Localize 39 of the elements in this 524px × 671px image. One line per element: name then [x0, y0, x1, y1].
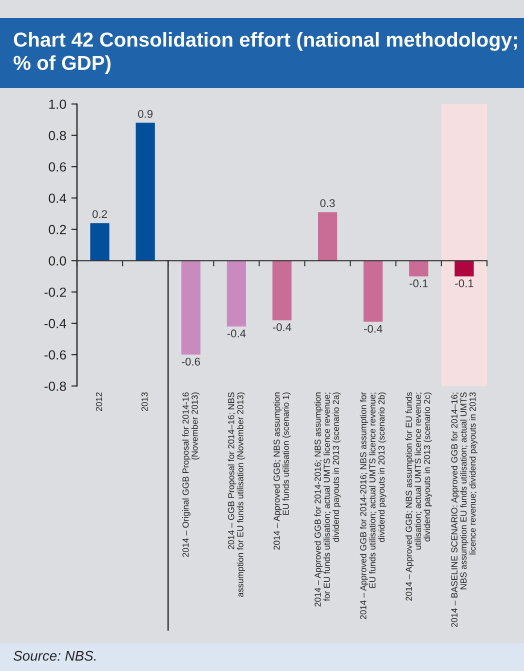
source-note: Source: NBS. — [13, 650, 96, 661]
y-tick-label: 0.2 — [48, 224, 66, 234]
data-label: 0.2 — [92, 210, 107, 218]
data-label: 0.9 — [138, 110, 153, 118]
bar — [181, 260, 200, 355]
bar — [318, 212, 338, 261]
bar — [136, 122, 155, 261]
data-label: -0.4 — [227, 330, 246, 338]
y-tick-label: 0.4 — [48, 194, 66, 203]
data-label: -0.6 — [182, 358, 200, 366]
y-tick-label: 1.0 — [49, 100, 66, 109]
bar — [364, 260, 383, 322]
bar — [90, 223, 110, 261]
x-tick-label: 2012 — [96, 392, 102, 412]
x-tick-label: 2014 – Approved GGB; NBS assumption EU funds utilisation (scenario 1) — [273, 392, 291, 550]
x-tick-label: 2014 – Original GGB Proposal for 2014-16 (November 2013) — [182, 392, 200, 557]
data-label: 0.3 — [320, 199, 335, 208]
y-tick-label: 0.6 — [48, 162, 66, 172]
x-tick-label: 2014 – Approved GGB for 2014-2016; NBS assumption for EU funds utilisation; actual UMTS licence revenue; dividend payouts in 2013 (scenario 2b) — [360, 392, 386, 620]
y-tick-label: -0.8 — [44, 382, 66, 391]
data-label: -0.4 — [272, 323, 292, 332]
bar — [226, 260, 246, 326]
x-tick-label: 2014 – GGB Proposal for 2014–16; NBS assumption for EU funds utilisation (November 2013) — [228, 392, 246, 597]
y-tick-label: 0.0 — [48, 256, 66, 266]
y-tick-label: -0.2 — [44, 288, 66, 297]
data-label: -0.1 — [410, 279, 428, 288]
chart-title: Chart 42 Consolidation effort (national methodology; % of GDP) — [14, 32, 517, 74]
bar — [272, 260, 292, 320]
bar — [454, 260, 474, 276]
data-label: -0.4 — [364, 324, 382, 333]
x-tick-label: 2014 – Approved GGB; NBS assumption for EU funds utilisation; actual UMTS licence revenue; dividend payouts in 2013 (scenario 2c) — [405, 392, 432, 601]
y-tick-label: -0.4 — [44, 318, 66, 328]
y-tick-label: 0.8 — [48, 130, 66, 140]
y-tick-label: -0.6 — [44, 350, 66, 360]
x-tick-label: 2014 – BASELINE SCENARIO: Approved GGB for 2014–16; NBS assumption EU funds utilisation; actual UMTS licence revenue; dividend payouts in 2013 — [451, 392, 478, 627]
x-tick-label: 2014 – Approved GGB for 2014-2016; NBS assumption for EU funds utilisation; actual UMTS licence revenue; dividend payouts in 2013 (scenario 2a) — [314, 392, 341, 607]
data-label: -0.1 — [455, 279, 474, 288]
x-tick-label: 2013 — [141, 392, 148, 412]
bar — [409, 260, 428, 276]
